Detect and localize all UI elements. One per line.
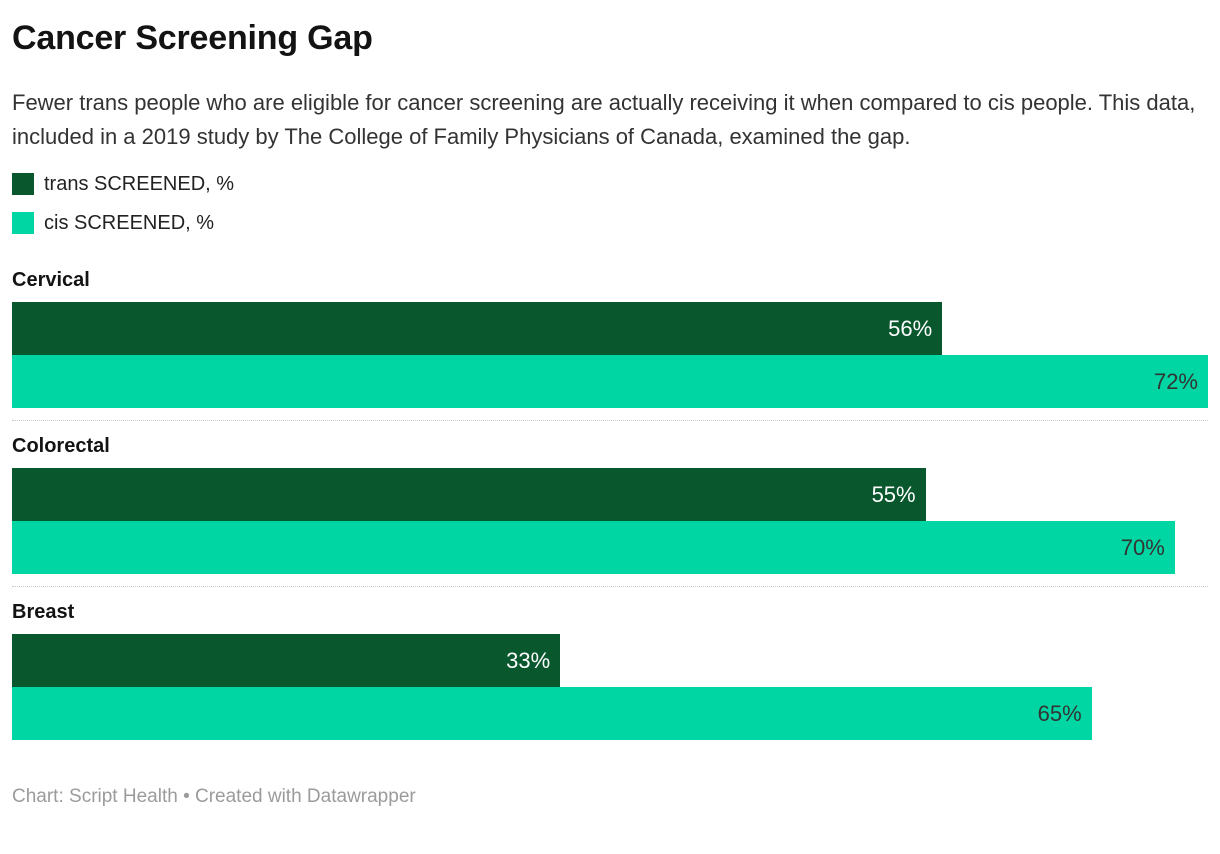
legend-label-cis: cis SCREENED, % xyxy=(44,212,215,234)
bar-group-cervical: Cervical 56% 72% xyxy=(12,268,1208,408)
legend: trans SCREENED, % cis SCREENED, % xyxy=(12,173,1208,234)
bar-row-trans: 33% xyxy=(12,634,1208,687)
bar-trans-breast: 33% xyxy=(12,634,561,687)
legend-item-trans: trans SCREENED, % xyxy=(12,173,1208,195)
bar-trans-cervical: 56% xyxy=(12,302,943,355)
category-label-breast: Breast xyxy=(12,601,75,623)
group-divider xyxy=(12,586,1208,587)
bar-value-label: 33% xyxy=(506,647,551,673)
bar-row-cis: 65% xyxy=(12,687,1208,740)
bar-cis-colorectal: 70% xyxy=(12,521,1175,574)
bar-row-trans: 55% xyxy=(12,468,1208,521)
bar-value-label: 55% xyxy=(871,481,916,507)
bar-row-cis: 70% xyxy=(12,521,1208,574)
bar-trans-colorectal: 55% xyxy=(12,468,926,521)
bar-value-label: 72% xyxy=(1153,368,1198,394)
bar-row-cis: 72% xyxy=(12,355,1208,408)
bar-cis-cervical: 72% xyxy=(12,355,1208,408)
legend-swatch-cis xyxy=(12,212,34,234)
bar-cis-breast: 65% xyxy=(12,687,1092,740)
legend-label-trans: trans SCREENED, % xyxy=(44,173,235,195)
bar-group-breast: Breast 33% 65% xyxy=(12,600,1208,740)
category-label-cervical: Cervical xyxy=(12,269,90,291)
page-title: Cancer Screening Gap xyxy=(12,19,373,57)
bar-groups: Cervical 56% 72% Colorectal 55% 70% Breast 33% 6… xyxy=(12,268,1208,740)
chart-description: Fewer trans people who are eligible for … xyxy=(12,90,1196,149)
group-divider xyxy=(12,420,1208,421)
legend-swatch-trans xyxy=(12,173,34,195)
bar-value-label: 70% xyxy=(1120,534,1165,560)
legend-item-cis: cis SCREENED, % xyxy=(12,212,1208,234)
bar-group-colorectal: Colorectal 55% 70% xyxy=(12,434,1208,574)
bar-row-trans: 56% xyxy=(12,302,1208,355)
category-label-colorectal: Colorectal xyxy=(12,435,110,457)
bar-value-label: 65% xyxy=(1037,700,1082,726)
bar-value-label: 56% xyxy=(888,315,933,341)
chart-credit: Chart: Script Health • Created with Data… xyxy=(12,786,416,807)
